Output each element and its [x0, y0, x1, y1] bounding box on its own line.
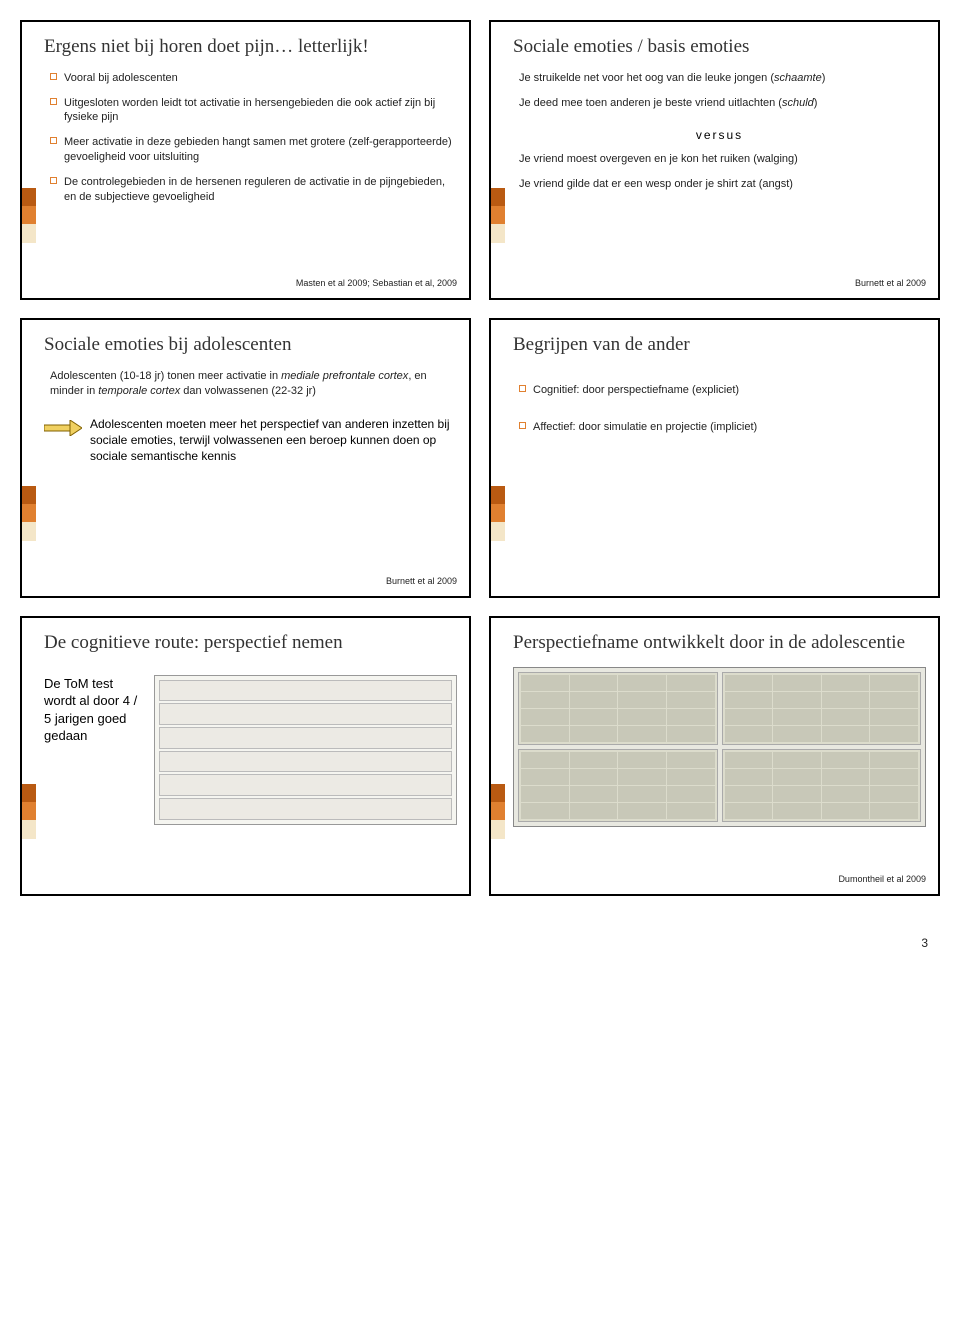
bullet-item: Cognitief: door perspectiefname (explici… — [519, 383, 926, 398]
bar-segment — [491, 486, 505, 504]
arrow-icon — [44, 420, 82, 436]
bullet-icon — [519, 385, 526, 392]
bar-segment — [22, 802, 36, 820]
figure-row — [159, 798, 452, 820]
figure-row — [159, 751, 452, 773]
intro-paragraph: Adolescenten (10-18 jr) tonen meer activ… — [50, 369, 457, 400]
bullet-icon — [50, 177, 57, 184]
bar-segment — [22, 224, 36, 242]
slide-title: Begrijpen van de ander — [513, 334, 926, 357]
bar-segment — [22, 486, 36, 504]
bar-segment — [491, 802, 505, 820]
bullet-text: Uitgesloten worden leidt tot activatie i… — [64, 97, 435, 124]
bullet-text: Vooral bij adolescenten — [64, 72, 178, 84]
citation: Masten et al 2009; Sebastian et al, 2009 — [44, 272, 457, 288]
page-number: 3 — [20, 936, 940, 950]
text-fragment: Je struikelde net voor het oog van die l… — [519, 72, 774, 84]
arrow-callout: Adolescenten moeten meer het perspectief… — [44, 416, 457, 465]
slide-title: Sociale emoties / basis emoties — [513, 36, 926, 59]
bar-segment — [22, 522, 36, 540]
citation: Burnett et al 2009 — [44, 570, 457, 586]
text-fragment: ) — [822, 72, 826, 84]
text-italic: schaamte — [774, 72, 822, 84]
figure-row — [159, 774, 452, 796]
slide-2: Sociale emoties / basis emoties Je strui… — [489, 20, 940, 300]
bullet-item: De controlegebieden in de hersenen regul… — [50, 175, 457, 205]
figure-panel — [518, 749, 718, 822]
shelf-experiment-figure — [513, 667, 926, 827]
example-line: Je deed mee toen anderen je beste vriend… — [519, 96, 926, 111]
example-line: Je vriend moest overgeven en je kon het … — [519, 152, 926, 167]
bullet-text: Meer activatie in deze gebieden hangt sa… — [64, 136, 452, 163]
figure-row — [159, 680, 452, 702]
text-italic: mediale prefrontale cortex — [281, 370, 408, 382]
figure-row — [159, 727, 452, 749]
bar-segment — [22, 820, 36, 838]
text-italic: temporale cortex — [98, 385, 180, 397]
side-accent-bars — [491, 784, 505, 839]
slide-1: Ergens niet bij horen doet pijn… letterl… — [20, 20, 471, 300]
citation: Burnett et al 2009 — [513, 272, 926, 288]
figure-panel — [518, 672, 718, 745]
side-accent-bars — [491, 188, 505, 243]
text-italic: schuld — [782, 97, 814, 109]
slide-title: Ergens niet bij horen doet pijn… letterl… — [44, 36, 457, 59]
slide-5: De cognitieve route: perspectief nemen D… — [20, 616, 471, 896]
side-accent-bars — [22, 486, 36, 541]
figure-panel — [722, 749, 922, 822]
example-line: Je struikelde net voor het oog van die l… — [519, 71, 926, 86]
slide-title: De cognitieve route: perspectief nemen — [44, 632, 457, 655]
bullet-text: De controlegebieden in de hersenen regul… — [64, 176, 445, 203]
bullet-item: Vooral bij adolescenten — [50, 71, 457, 86]
bar-segment — [491, 522, 505, 540]
bullet-item: Uitgesloten worden leidt tot activatie i… — [50, 96, 457, 126]
slide-grid: Ergens niet bij horen doet pijn… letterl… — [20, 20, 940, 896]
bullet-item: Meer activatie in deze gebieden hangt sa… — [50, 135, 457, 165]
bullet-text: Affectief: door simulatie en projectie (… — [533, 421, 757, 433]
side-accent-bars — [22, 188, 36, 243]
bar-segment — [22, 504, 36, 522]
slide-6: Perspectiefname ontwikkelt door in de ad… — [489, 616, 940, 896]
bar-segment — [491, 188, 505, 206]
bullet-item: Affectief: door simulatie en projectie (… — [519, 420, 926, 435]
bullet-icon — [50, 137, 57, 144]
bar-segment — [491, 820, 505, 838]
bullet-icon — [519, 422, 526, 429]
slide-3: Sociale emoties bij adolescenten Adolesc… — [20, 318, 471, 598]
tom-comic-figure — [154, 675, 457, 825]
example-line: Je vriend gilde dat er een wesp onder je… — [519, 177, 926, 192]
bullet-icon — [50, 98, 57, 105]
tom-caption: De ToM test wordt al door 4 / 5 jarigen … — [44, 675, 144, 745]
arrow-text: Adolescenten moeten meer het perspectief… — [90, 416, 457, 465]
citation: Dumontheil et al 2009 — [513, 868, 926, 884]
text-fragment: ) — [814, 97, 818, 109]
versus-label: versus — [513, 128, 926, 142]
bullet-icon — [50, 73, 57, 80]
bar-segment — [22, 784, 36, 802]
bar-segment — [22, 188, 36, 206]
text-fragment: Je deed mee toen anderen je beste vriend… — [519, 97, 782, 109]
figure-row — [159, 703, 452, 725]
bar-segment — [491, 206, 505, 224]
text-fragment: Adolescenten (10-18 jr) tonen meer activ… — [50, 370, 281, 382]
side-accent-bars — [22, 784, 36, 839]
bar-segment — [491, 504, 505, 522]
slide-title: Sociale emoties bij adolescenten — [44, 334, 457, 357]
slide-title: Perspectiefname ontwikkelt door in de ad… — [513, 632, 926, 655]
side-accent-bars — [491, 486, 505, 541]
figure-panel — [722, 672, 922, 745]
bullet-text: Cognitief: door perspectiefname (explici… — [533, 384, 739, 396]
text-fragment: dan volwassenen (22-32 jr) — [180, 385, 316, 397]
slide-4: Begrijpen van de ander Cognitief: door p… — [489, 318, 940, 598]
bar-segment — [22, 206, 36, 224]
bar-segment — [491, 224, 505, 242]
bar-segment — [491, 784, 505, 802]
